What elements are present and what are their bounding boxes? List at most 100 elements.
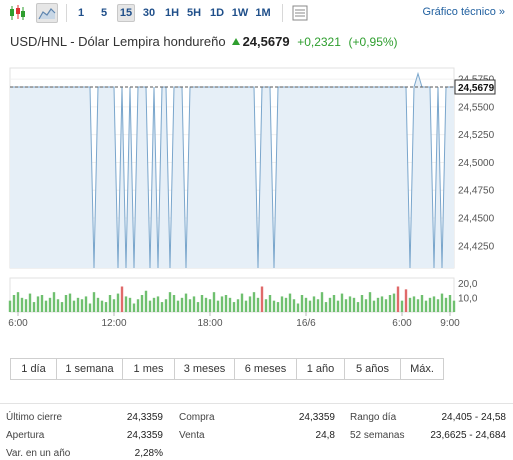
stat-label: Compra — [179, 412, 215, 423]
price-change: +0,2321 — [297, 35, 341, 49]
volume-panel — [9, 277, 455, 313]
volume-bar — [224, 295, 228, 312]
volume-bar — [280, 296, 284, 312]
range-max-button[interactable]: Máx. — [410, 363, 434, 375]
stat-52-week-range: 52 semanas 23,6625 - 24,684 — [350, 430, 506, 446]
x-tick-label: 18:00 — [197, 318, 222, 329]
volume-bar — [24, 299, 28, 312]
volume-bar — [360, 295, 364, 312]
volume-bar — [92, 292, 96, 312]
range-1-week-button[interactable]: 1 semana — [57, 359, 123, 379]
interval-1w-button[interactable]: 1W — [231, 7, 249, 19]
interval-1h-button[interactable]: 1H — [164, 7, 180, 19]
interval-30-button[interactable]: 30 — [142, 7, 156, 19]
volume-bar — [52, 292, 56, 312]
volume-bar — [84, 296, 88, 312]
range-1-month-button[interactable]: 1 mes — [123, 359, 175, 379]
volume-bar — [440, 293, 444, 312]
stat-bid: Compra 24,3359 — [179, 412, 335, 428]
volume-bar — [292, 299, 296, 312]
pair-title: USD/HNL - Dólar Lempira hondureño — [10, 34, 226, 49]
interval-1d-button[interactable]: 1D — [209, 7, 225, 19]
volume-bar — [28, 293, 32, 312]
volume-bar — [64, 295, 68, 312]
volume-bar — [404, 289, 408, 312]
toolbar-divider — [66, 4, 67, 22]
area-chart-icon[interactable] — [36, 3, 58, 23]
stat-value: 24,8 — [315, 430, 335, 441]
price-chart[interactable]: Investing.com24,575024,550024,525024,500… — [0, 60, 513, 340]
volume-bar — [368, 292, 372, 312]
volume-bar — [208, 299, 212, 312]
volume-bar — [312, 296, 316, 312]
volume-bar — [192, 296, 196, 312]
volume-bar — [356, 302, 360, 312]
volume-bar — [136, 299, 140, 312]
volume-bar — [416, 299, 420, 312]
volume-bar — [12, 295, 16, 312]
volume-bar — [272, 300, 276, 312]
quote-header: USD/HNL - Dólar Lempira hondureño 24,5679… — [10, 34, 398, 52]
y-tick-label: 24,4500 — [458, 214, 495, 225]
volume-bar — [188, 299, 192, 312]
volume-bar — [348, 296, 352, 312]
interval-5h-button[interactable]: 5H — [186, 7, 202, 19]
volume-bar — [148, 300, 152, 312]
interval-1m-button[interactable]: 1M — [255, 7, 271, 19]
volume-bar — [176, 300, 180, 312]
interval-1-button[interactable]: 1 — [77, 7, 85, 19]
volume-bar — [212, 292, 216, 312]
volume-tick-label: 10,0 — [458, 293, 478, 304]
volume-bar — [80, 299, 84, 312]
stat-value: 24,405 - 24,58 — [441, 412, 507, 423]
interval-15-button[interactable]: 15 — [117, 4, 135, 22]
volume-bar — [400, 300, 404, 312]
y-tick-label: 24,5500 — [458, 102, 495, 113]
volume-bar — [288, 293, 292, 312]
range-5-years-button[interactable]: 5 años — [345, 359, 401, 379]
range-6-months-button[interactable]: 6 meses — [235, 359, 297, 379]
volume-bar — [220, 296, 224, 312]
volume-bar — [284, 297, 288, 312]
volume-bar — [132, 303, 136, 312]
volume-bar — [452, 300, 456, 312]
interval-5-button[interactable]: 5 — [100, 7, 108, 19]
stat-one-year-change: Var. en un año 2,28% — [6, 448, 163, 460]
y-tick-label: 24,4750 — [458, 186, 495, 197]
toolbar-divider — [282, 4, 283, 22]
y-tick-label: 24,5250 — [458, 130, 495, 141]
stat-value: 24,3359 — [126, 430, 163, 441]
volume-bar — [60, 302, 64, 312]
volume-bar — [436, 299, 440, 312]
x-tick-label: 6:00 — [8, 318, 28, 329]
volume-bar — [412, 296, 416, 312]
volume-bar — [396, 286, 400, 312]
volume-bar — [428, 297, 432, 312]
volume-bar — [244, 300, 248, 312]
volume-bar — [216, 300, 220, 312]
x-tick-label: 6:00 — [392, 318, 412, 329]
range-1-year-button[interactable]: 1 año — [297, 359, 345, 379]
volume-bar — [364, 299, 368, 312]
volume-bar — [172, 295, 176, 312]
volume-bar — [128, 297, 132, 312]
volume-bar — [40, 295, 44, 312]
volume-bar — [420, 295, 424, 312]
technical-chart-link[interactable]: Gráfico técnico » — [422, 6, 505, 18]
volume-bar — [376, 297, 380, 312]
volume-bar — [256, 297, 260, 312]
volume-bar — [200, 295, 204, 312]
volume-bar — [432, 296, 436, 312]
volume-bar — [344, 299, 348, 312]
volume-bar — [116, 293, 120, 312]
volume-bar — [308, 300, 312, 312]
stat-label: Var. en un año — [6, 448, 71, 459]
volume-bar — [164, 299, 168, 312]
last-price: 24,5679 — [242, 34, 290, 49]
stat-label: Último cierre — [6, 412, 63, 423]
range-3-months-button[interactable]: 3 meses — [175, 359, 235, 379]
candlestick-chart-icon[interactable] — [6, 3, 28, 23]
data-table-icon[interactable] — [290, 3, 312, 23]
volume-bar — [324, 302, 328, 312]
range-1-day-button[interactable]: 1 día — [11, 359, 57, 379]
